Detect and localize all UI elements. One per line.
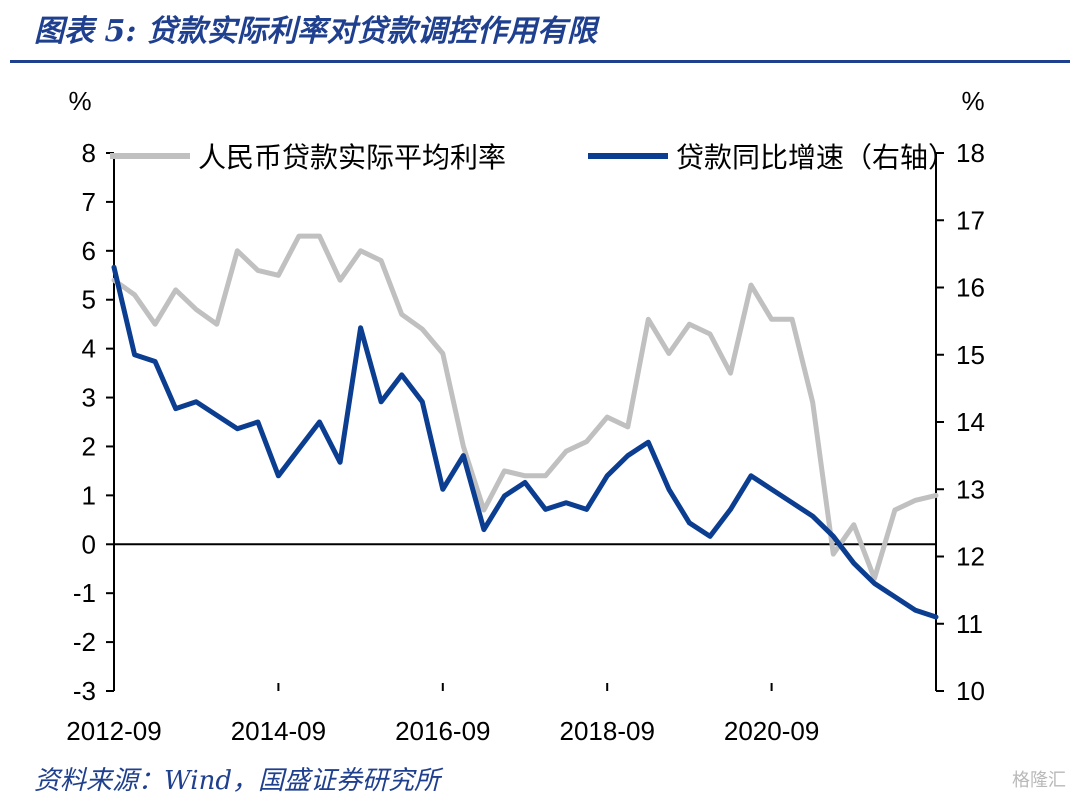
left-tick-label: 1 xyxy=(82,480,96,510)
right-tick-label: 15 xyxy=(956,340,985,370)
left-tick-label: 8 xyxy=(82,138,96,168)
left-unit-label: % xyxy=(68,86,91,116)
right-tick-label: 18 xyxy=(956,138,985,168)
right-tick-label: 14 xyxy=(956,407,985,437)
x-tick-label: 2020-09 xyxy=(724,716,819,746)
left-tick-label: -2 xyxy=(73,627,96,657)
legend-label-1: 人民币贷款实际平均利率 xyxy=(198,141,506,174)
left-tick-label: 7 xyxy=(82,187,96,217)
left-tick-label: 2 xyxy=(82,431,96,461)
x-tick-label: 2012-09 xyxy=(66,716,161,746)
left-tick-label: -1 xyxy=(73,578,96,608)
right-tick-label: 12 xyxy=(956,542,985,572)
figure-title: 图表 5: 贷款实际利率对贷款调控作用有限 xyxy=(34,14,597,49)
left-tick-label: 5 xyxy=(82,285,96,315)
left-tick-label: -3 xyxy=(73,676,96,706)
series-line-2 xyxy=(111,264,939,620)
right-tick-label: 11 xyxy=(956,609,983,639)
series-line-1 xyxy=(111,233,939,581)
title-rule xyxy=(10,60,1070,63)
source-note: 资料来源：Wind，国盛证券研究所 xyxy=(34,766,440,796)
left-tick-label: 0 xyxy=(82,529,96,559)
x-tick-label: 2016-09 xyxy=(395,716,490,746)
right-tick-label: 16 xyxy=(956,273,985,303)
right-tick-label: 17 xyxy=(956,205,985,235)
x-tick-label: 2014-09 xyxy=(231,716,326,746)
x-tick-label: 2018-09 xyxy=(559,716,654,746)
right-tick-label: 10 xyxy=(956,676,985,706)
legend-label-2: 贷款同比增速（右轴） xyxy=(676,141,956,174)
left-tick-label: 4 xyxy=(82,334,96,364)
left-tick-label: 3 xyxy=(82,383,96,413)
watermark-logo: 格隆汇 xyxy=(1012,770,1066,791)
left-tick-label: 6 xyxy=(82,236,96,266)
right-tick-label: 13 xyxy=(956,474,985,504)
right-unit-label: % xyxy=(961,86,984,116)
